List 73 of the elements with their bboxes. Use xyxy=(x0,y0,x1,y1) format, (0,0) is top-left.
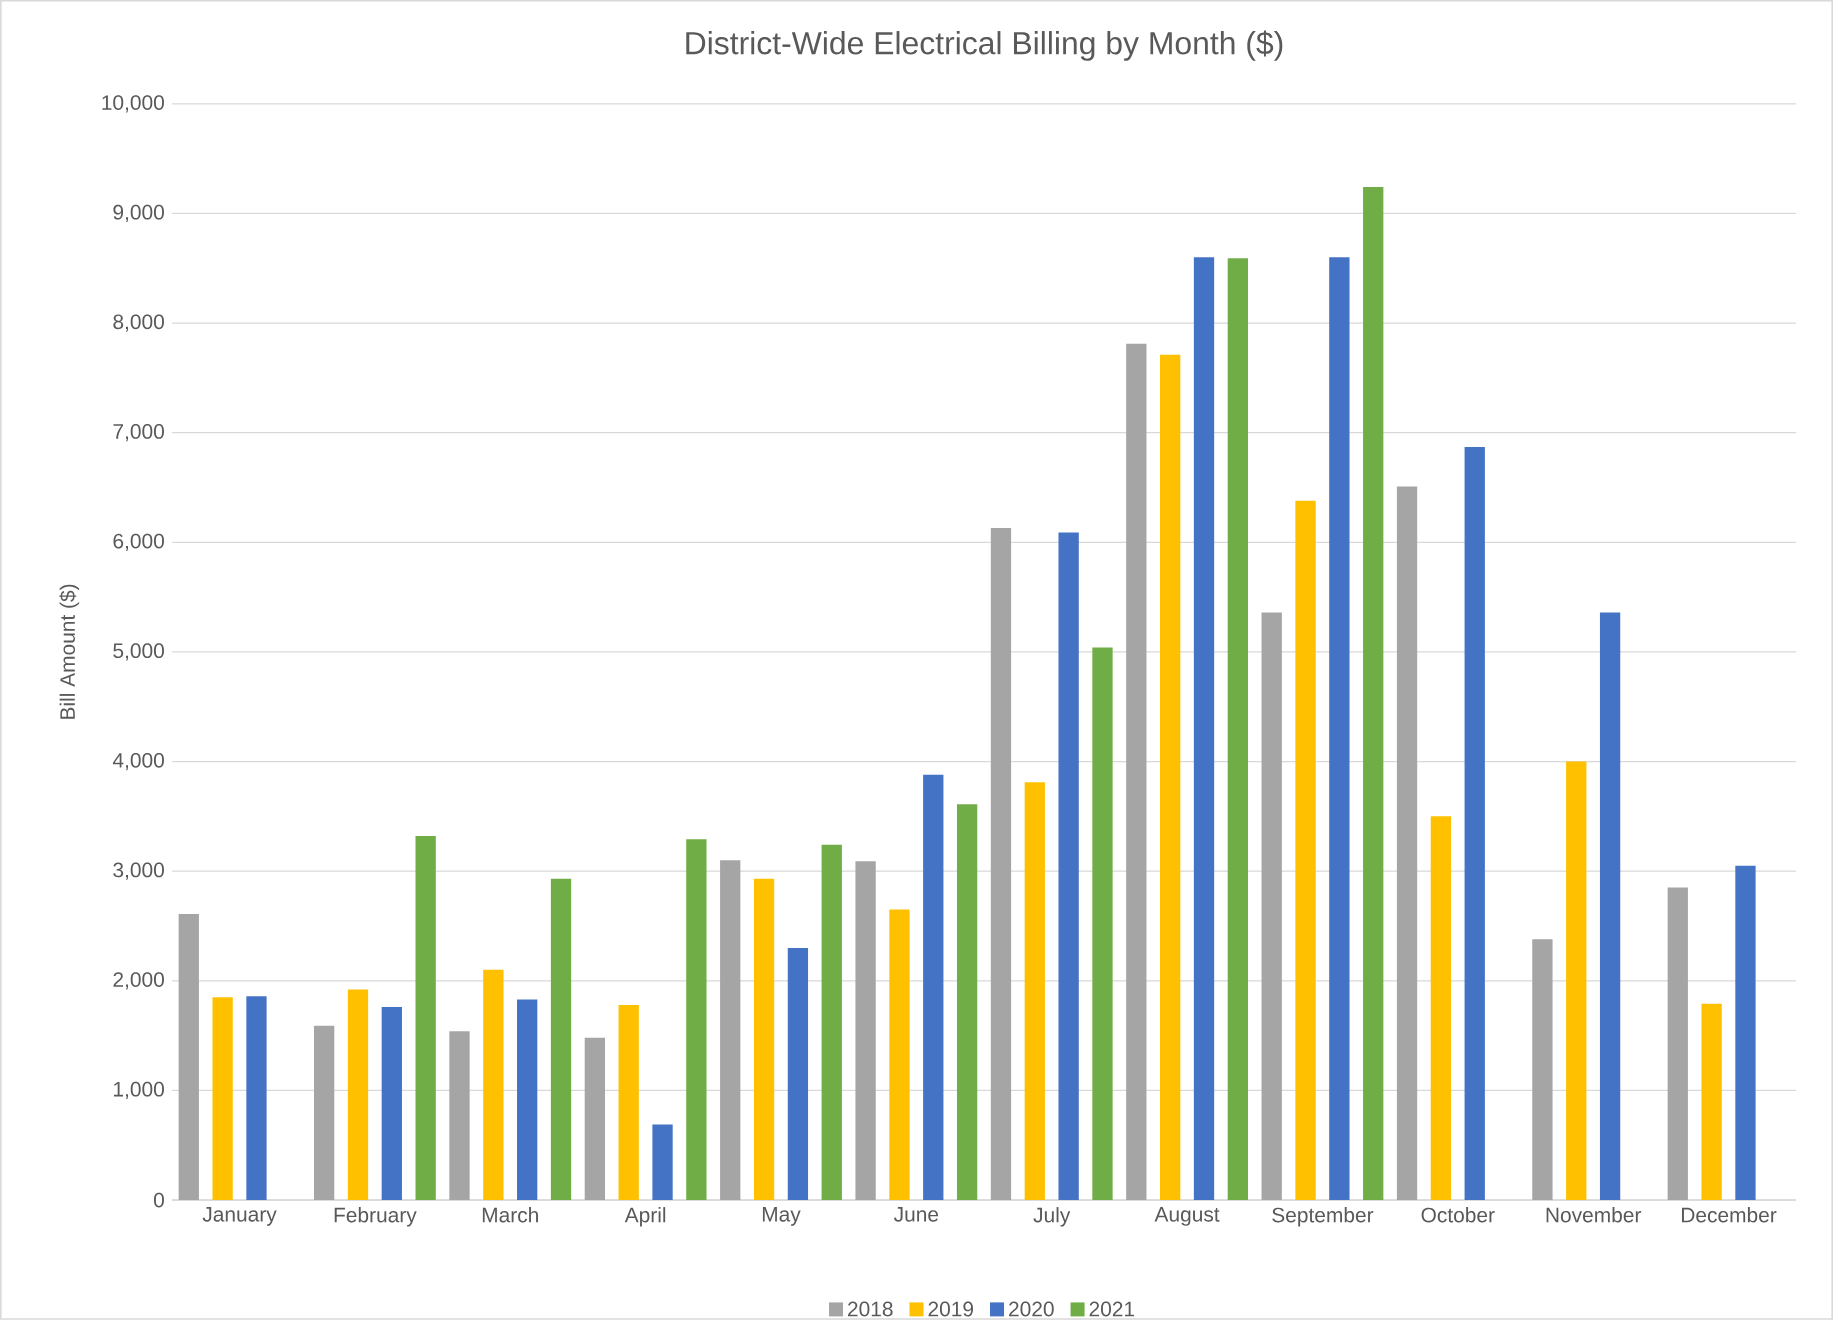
bar xyxy=(517,999,538,1200)
bar xyxy=(1396,486,1418,1200)
y-tick-label: 2,000 xyxy=(113,972,164,990)
bar xyxy=(652,1124,673,1200)
x-tick-label: May xyxy=(762,1207,801,1226)
bar xyxy=(1058,532,1079,1200)
y-tick-label: 9,000 xyxy=(113,204,164,222)
bar xyxy=(956,804,978,1200)
y-tick-label: 4,000 xyxy=(112,752,164,771)
bar xyxy=(1532,939,1553,1200)
y-tick-label: 0 xyxy=(153,1192,164,1208)
bar xyxy=(1464,446,1485,1200)
legend-label: 2020 xyxy=(1009,1301,1054,1317)
y-tick-label: 5,000 xyxy=(113,643,164,661)
bar xyxy=(313,1025,335,1200)
x-tick-label: March xyxy=(482,1207,538,1223)
x-tick-label: June xyxy=(893,1207,939,1222)
legend-label: 2019 xyxy=(928,1301,974,1317)
bar xyxy=(1193,257,1215,1200)
x-tick-label: February xyxy=(334,1207,417,1227)
bar xyxy=(246,996,267,1200)
chart-title: District-Wide Electrical Billing by Month ($) xyxy=(686,30,1283,61)
bar xyxy=(1024,782,1045,1200)
y-tick-label: 8,000 xyxy=(113,314,164,332)
bar xyxy=(1261,612,1282,1200)
bar xyxy=(1329,257,1350,1200)
bar xyxy=(483,969,504,1200)
y-tick-label: 1,000 xyxy=(114,1081,164,1099)
bar xyxy=(1363,187,1384,1200)
bar xyxy=(753,878,775,1200)
bar xyxy=(449,1031,470,1200)
bar xyxy=(381,1007,402,1200)
bar xyxy=(347,989,369,1200)
bar xyxy=(1701,1003,1722,1200)
legend-label: 2021 xyxy=(1089,1301,1135,1317)
bar xyxy=(1599,612,1621,1200)
y-tick-label: 10,000 xyxy=(102,95,164,113)
bar xyxy=(550,878,572,1200)
bar xyxy=(618,1004,639,1200)
bar xyxy=(1735,865,1756,1200)
bar xyxy=(1092,647,1113,1200)
bar xyxy=(1160,354,1181,1200)
legend-label: 2018 xyxy=(848,1301,893,1317)
x-tick-label: October xyxy=(1421,1207,1495,1223)
bar xyxy=(1227,258,1248,1200)
x-tick-label: July xyxy=(1033,1207,1071,1227)
bar xyxy=(821,844,842,1200)
bar xyxy=(1430,816,1452,1200)
bar xyxy=(415,836,436,1200)
bar xyxy=(212,997,233,1200)
x-tick-label: December xyxy=(1682,1207,1777,1223)
x-tick-label: November xyxy=(1546,1207,1642,1223)
bar xyxy=(686,839,707,1200)
bar xyxy=(923,774,944,1200)
bar xyxy=(990,527,1012,1200)
bar xyxy=(1126,343,1147,1200)
bar xyxy=(178,913,199,1200)
y-tick-label: 6,000 xyxy=(113,533,164,551)
x-tick-label: January xyxy=(202,1207,277,1226)
bar xyxy=(855,861,876,1200)
x-tick-label: August xyxy=(1154,1207,1220,1226)
bar xyxy=(889,909,910,1200)
bar xyxy=(787,947,809,1200)
y-tick-label: 7,000 xyxy=(113,423,164,442)
bar xyxy=(1295,500,1316,1200)
y-axis-title: Bill Amount ($) xyxy=(59,584,80,719)
bar xyxy=(584,1037,606,1200)
x-tick-label: September xyxy=(1272,1207,1374,1227)
bar xyxy=(1566,761,1587,1200)
bar xyxy=(1667,887,1688,1200)
x-tick-label: April xyxy=(624,1207,666,1227)
y-tick-label: 3,000 xyxy=(113,862,164,880)
bar xyxy=(720,860,741,1200)
